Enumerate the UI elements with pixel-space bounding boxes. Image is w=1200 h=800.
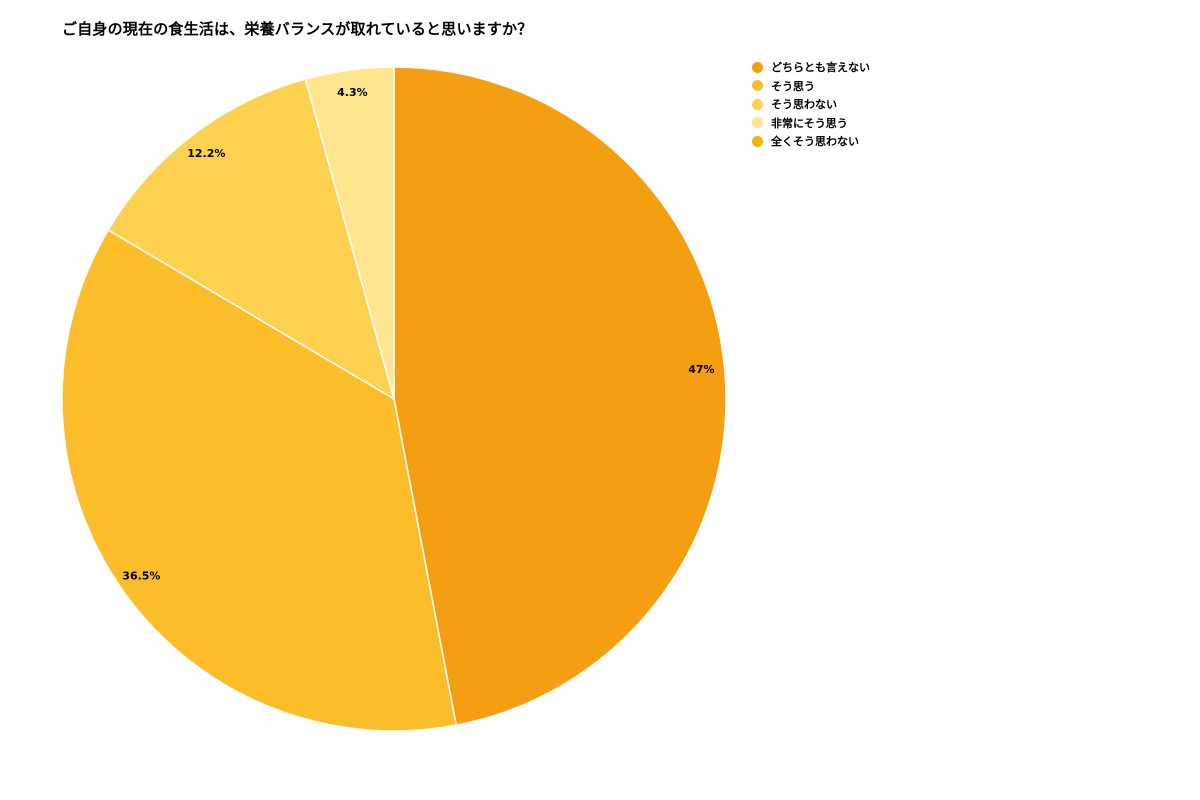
chart-legend: どちらとも言えない そう思うそう思わない 非常にそう思う 全くそう思わない: [752, 58, 870, 151]
legend-label: 全くそう思わない: [771, 135, 859, 149]
legend-item: 非常にそう思う: [752, 114, 870, 133]
legend-item: どちらとも言えない: [752, 58, 870, 77]
legend-swatch: [752, 117, 763, 129]
chart-title: ご自身の現在の食生活は、栄養バランスが取れていると思いますか？: [62, 20, 533, 38]
slice-value-label: 36.5%: [122, 570, 160, 583]
legend-label: 非常にそう思う: [771, 116, 848, 130]
pie-labels: 47% 36.5% 12.2% 4.3%: [122, 86, 714, 582]
legend-item: そう思わない: [752, 95, 870, 114]
legend-label: どちらとも言えない: [771, 61, 870, 75]
legend-label: そう思わない: [771, 98, 837, 112]
legend-swatch: [752, 61, 763, 73]
legend-item: そう思う: [752, 77, 870, 96]
slice-value-label: 47%: [688, 363, 714, 376]
legend-swatch: [752, 80, 763, 92]
pie-slice: [304, 66, 395, 400]
pie-slice: [393, 66, 727, 726]
pie-slices: [61, 66, 727, 732]
legend-swatch: [752, 135, 763, 147]
pie-slice: [61, 228, 458, 732]
legend-item: 全くそう思わない: [752, 132, 870, 151]
slice-value-label: 12.2%: [187, 147, 225, 160]
pie-slice: [107, 78, 396, 401]
legend-label: そう思う: [771, 79, 815, 93]
legend-swatch: [752, 98, 763, 110]
slice-value-label: 4.3%: [337, 86, 368, 99]
